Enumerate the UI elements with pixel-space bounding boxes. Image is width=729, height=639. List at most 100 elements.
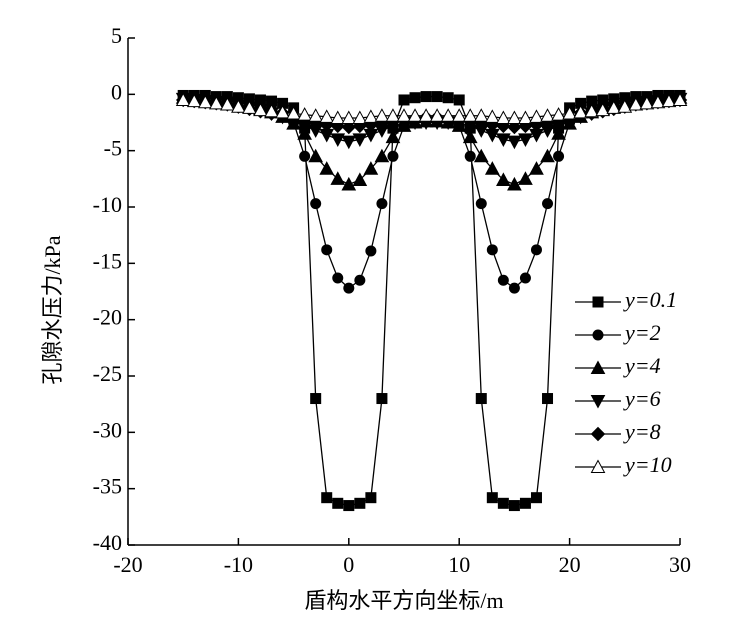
marker [308,108,324,122]
y-tick-label: -35 [93,474,122,499]
y-tick-label: 5 [111,23,122,48]
marker [518,110,533,124]
marker [519,272,531,284]
marker [396,108,412,122]
marker [672,92,688,106]
marker [297,107,312,121]
marker [475,198,487,210]
marker [519,497,531,509]
marker [420,91,432,103]
marker [409,92,421,104]
marker [590,395,606,409]
x-tick-label: 10 [448,552,470,577]
marker [661,93,677,108]
marker [332,497,344,509]
marker [352,133,368,147]
marker [484,161,500,175]
marker [496,133,511,147]
marker [496,172,511,186]
marker [442,92,454,104]
marker [462,129,478,144]
marker [376,198,388,210]
marker [418,108,434,122]
marker [431,91,443,103]
marker [473,108,489,122]
marker [343,282,355,294]
marker [508,500,520,512]
marker [590,459,606,473]
marker [597,94,609,106]
marker [231,99,246,113]
marker [486,244,498,256]
marker [197,94,213,109]
marker [264,103,279,118]
marker [473,148,489,163]
marker [319,109,335,123]
marker [590,426,606,442]
series-line [183,94,680,507]
marker [310,198,322,210]
marker [321,244,333,256]
marker [407,108,423,122]
y-tick-label: -30 [93,417,122,442]
marker [529,109,544,123]
marker [592,329,604,341]
marker [562,105,577,120]
marker [299,150,311,162]
marker [398,94,410,106]
marker [363,109,379,123]
marker [590,360,606,374]
y-tick-label: -15 [93,248,122,273]
marker [354,274,366,286]
y-tick-label: -5 [104,136,122,161]
marker [220,96,235,111]
marker [507,135,522,150]
marker [586,95,598,107]
marker [617,99,633,113]
marker [352,110,368,124]
marker [540,148,555,163]
marker [462,108,478,122]
marker [365,245,377,257]
marker [254,94,266,106]
legend-label: y=0.1 [623,287,677,312]
legend-label: y=10 [623,452,672,477]
marker [308,148,324,163]
marker [507,176,522,191]
y-tick-label: -10 [93,192,122,217]
x-tick-label: 20 [559,552,581,577]
marker [374,148,390,163]
x-axis-label: 盾构水平方向坐标/m [304,588,503,613]
marker [310,393,322,405]
x-tick-label: 30 [669,552,691,577]
marker [508,282,520,294]
marker [542,393,554,405]
marker [208,95,224,110]
marker [253,102,268,117]
marker [551,107,566,121]
marker [573,104,588,119]
marker [385,108,401,122]
marker [266,95,278,107]
marker [453,94,465,106]
marker [518,133,533,147]
marker [497,497,509,509]
marker [341,176,357,191]
marker [341,110,357,124]
marker [507,110,522,124]
marker [374,108,390,122]
marker [321,492,333,504]
y-axis-label: 孔隙水压力/kPa [40,235,65,384]
marker [387,150,399,162]
marker [606,100,622,114]
marker [376,393,388,405]
marker [275,104,290,119]
marker [319,161,335,175]
marker [484,109,500,123]
marker [496,110,511,124]
marker [486,492,498,504]
legend-label: y=4 [623,353,661,378]
marker [341,135,357,150]
marker [330,171,346,185]
marker [595,102,611,117]
